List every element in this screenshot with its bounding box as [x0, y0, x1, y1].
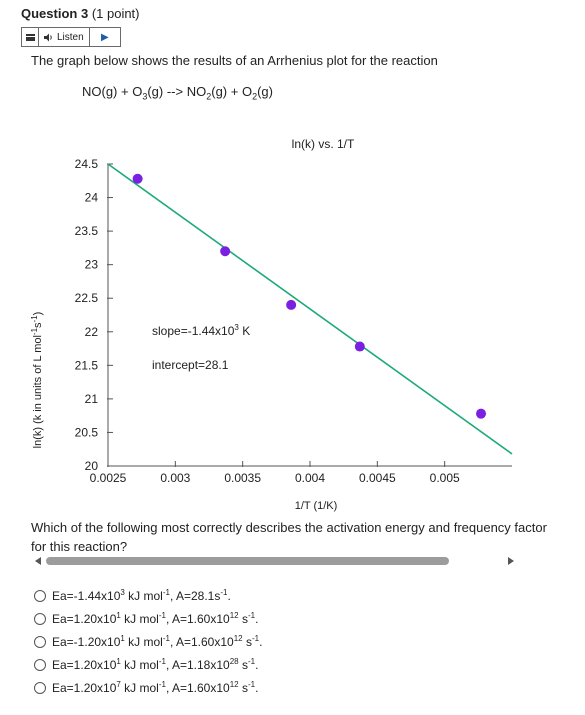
question-points: (1 point)	[91, 6, 140, 21]
data-point	[220, 246, 231, 257]
y-tick-label: 21	[85, 392, 99, 406]
answer-option[interactable]: Ea=-1.20x101 kJ mol-1, A=1.60x1012 s-1.	[34, 630, 262, 653]
answer-option[interactable]: Ea=1.20x101 kJ mol-1, A=1.18x1028 s-1.	[34, 653, 262, 676]
x-axis-label: 1/T (1/K)	[295, 500, 338, 512]
scroll-left-icon[interactable]	[35, 557, 41, 565]
question-header: Question 3 (1 point)	[21, 6, 140, 21]
data-point	[132, 173, 143, 184]
reaction-part: (g) --> NO	[147, 84, 207, 99]
radio-button[interactable]	[34, 658, 46, 671]
y-tick-label: 21.5	[75, 358, 99, 372]
y-tick-label: 20.5	[75, 425, 99, 439]
chart-axes	[107, 164, 512, 467]
data-points	[132, 173, 487, 419]
option-label: Ea=1.20x107 kJ mol-1, A=1.60x1012 s-1.	[52, 680, 259, 695]
listen-label: Listen	[57, 31, 84, 43]
y-tick-label: 23	[85, 258, 99, 272]
data-point	[286, 299, 297, 310]
chart-ticks: 20 20.5 21 21.5 22 22.5 23 23.5 24 24.5 0.0025 0.00…	[75, 157, 460, 485]
fit-line	[107, 163, 513, 455]
reaction-part: (g) + O	[211, 84, 253, 99]
y-tick-label: 20	[85, 459, 99, 473]
reaction-equation: NO(g) + O3(g) --> NO2(g) + O2(g)	[82, 84, 273, 102]
y-axis-label-text: ln(k) (k in units of L mol	[32, 335, 44, 448]
option-label: Ea=1.20x101 kJ mol-1, A=1.18x1028 s-1.	[52, 657, 259, 672]
y-axis-label-sup: -1	[30, 315, 39, 323]
option-label: Ea=-1.20x101 kJ mol-1, A=1.60x1012 s-1.	[52, 634, 263, 649]
option-label: Ea=1.20x101 kJ mol-1, A=1.60x1012 s-1.	[52, 611, 259, 626]
x-tick-label: 0.003	[160, 471, 190, 485]
question-number: Question 3	[21, 6, 89, 21]
slope-text: slope=-1.44x10	[152, 324, 235, 338]
play-button[interactable]: ▶	[90, 28, 120, 46]
answer-option[interactable]: Ea=1.20x101 kJ mol-1, A=1.60x1012 s-1.	[34, 607, 262, 630]
slope-unit: K	[239, 324, 250, 338]
y-tick-label: 22	[85, 325, 99, 339]
arrhenius-chart: ln(k) vs. 1/T ln(k) (k in units of L mol…	[30, 137, 513, 512]
radio-button[interactable]	[34, 612, 46, 625]
reaction-part: (g)	[257, 84, 273, 99]
menu-button[interactable]	[22, 28, 39, 46]
fit-line-group	[107, 163, 513, 455]
intro-text: The graph below shows the results of an …	[31, 53, 438, 68]
x-tick-label: 0.0035	[224, 471, 261, 485]
radio-button[interactable]	[34, 681, 46, 694]
question-prompt: Which of the following most correctly de…	[31, 520, 547, 554]
svg-text:ln(k) (k in units of L mol-1s-: ln(k) (k in units of L mol-1s-1)	[30, 312, 44, 449]
reaction-subscript: 3	[142, 91, 148, 102]
scroll-right-icon[interactable]	[508, 557, 514, 565]
slope-annotation: slope=-1.44x103 K	[152, 323, 250, 338]
x-tick-label: 0.0045	[359, 471, 396, 485]
listen-toolbar: Listen ▶	[21, 27, 121, 47]
listen-button[interactable]: Listen	[39, 28, 90, 46]
reaction-subscript: 2	[206, 91, 212, 102]
y-axis-label-sup: -1	[30, 327, 39, 335]
x-tick-label: 0.004	[295, 471, 325, 485]
scrollbar-thumb[interactable]	[46, 557, 449, 565]
radio-button[interactable]	[34, 589, 46, 602]
speaker-icon	[44, 33, 52, 41]
menu-icon	[25, 33, 35, 41]
answer-option[interactable]: Ea=-1.44x103 kJ mol-1, A=28.1s-1.	[34, 584, 262, 607]
option-label: Ea=-1.44x103 kJ mol-1, A=28.1s-1.	[52, 588, 231, 603]
radio-button[interactable]	[34, 635, 46, 648]
y-tick-label: 22.5	[75, 291, 99, 305]
slope-sup: 3	[234, 323, 239, 332]
y-axis-label: ln(k) (k in units of L mol-1s-1)	[30, 312, 44, 449]
reaction-subscript: 2	[252, 91, 258, 102]
answer-options: Ea=-1.44x103 kJ mol-1, A=28.1s-1. Ea=1.2…	[34, 584, 262, 699]
answer-option[interactable]: Ea=1.20x107 kJ mol-1, A=1.60x1012 s-1.	[34, 676, 262, 699]
y-axis-label-text: )	[32, 312, 44, 316]
y-tick-label: 23.5	[75, 224, 99, 238]
y-axis-label-text: s	[32, 322, 44, 328]
x-tick-label: 0.0025	[90, 471, 127, 485]
play-icon: ▶	[100, 31, 109, 43]
intercept-annotation: intercept=28.1	[152, 358, 229, 372]
x-tick-label: 0.005	[430, 471, 460, 485]
reaction-part: NO(g) + O	[82, 84, 143, 99]
y-tick-label: 24.5	[75, 157, 99, 171]
y-tick-label: 24	[85, 191, 99, 205]
data-point	[354, 341, 365, 352]
chart-title: ln(k) vs. 1/T	[292, 137, 355, 151]
horizontal-scrollbar[interactable]	[31, 554, 518, 568]
data-point	[476, 408, 487, 419]
